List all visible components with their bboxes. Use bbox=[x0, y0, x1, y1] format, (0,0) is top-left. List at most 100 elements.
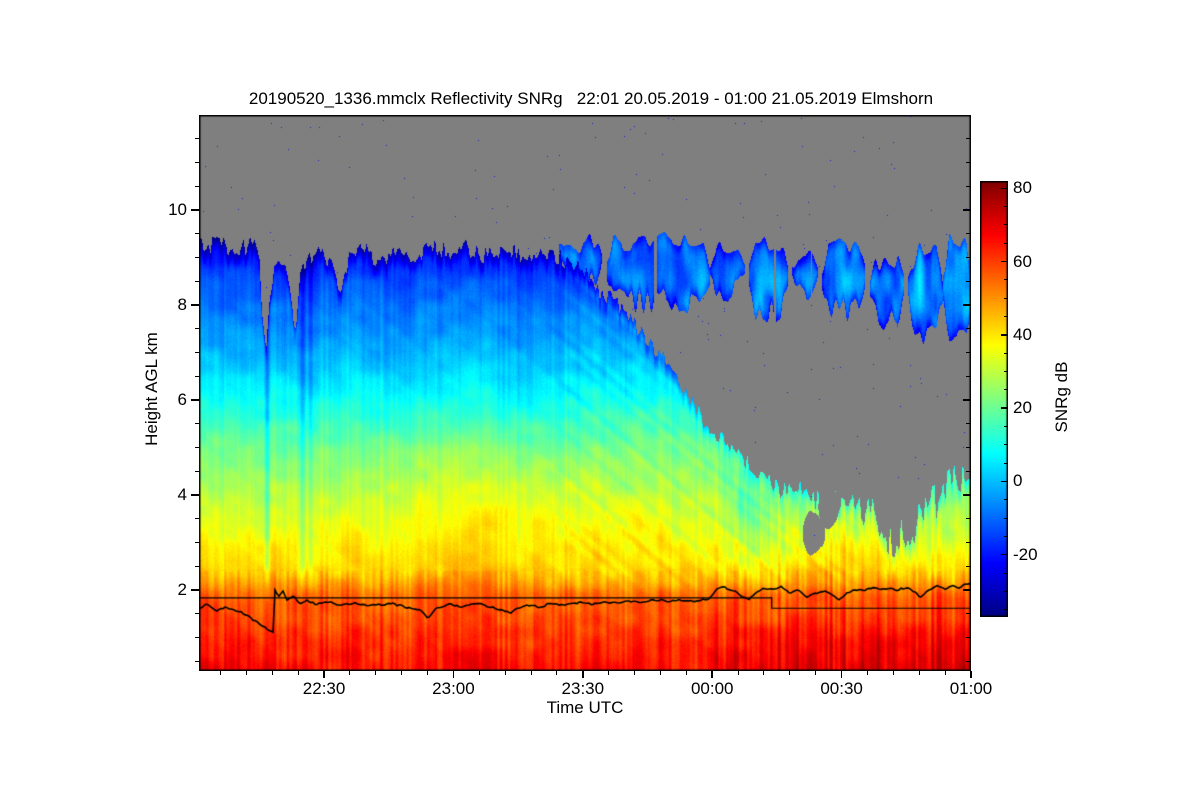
x-minor-tick bbox=[245, 671, 247, 675]
y-major-tick bbox=[191, 399, 199, 401]
y-right-minor-tick bbox=[966, 518, 971, 520]
x-minor-tick bbox=[944, 671, 946, 675]
colorbar-minor-tick bbox=[1004, 279, 1008, 281]
y-right-minor-tick bbox=[966, 280, 971, 282]
colorbar-label: SNRg dB bbox=[1052, 361, 1071, 433]
y-right-minor-tick bbox=[966, 328, 971, 330]
y-minor-tick bbox=[194, 138, 199, 140]
colorbar-tick-label: 0 bbox=[1013, 471, 1023, 491]
y-minor-tick bbox=[194, 423, 199, 425]
y-right-minor-tick bbox=[966, 565, 971, 567]
y-minor-tick bbox=[194, 185, 199, 187]
colorbar-tick-label: 40 bbox=[1013, 324, 1032, 344]
colorbar-major-tick bbox=[1001, 407, 1008, 409]
y-right-minor-tick bbox=[966, 185, 971, 187]
colorbar-minor-tick bbox=[1004, 297, 1008, 299]
x-minor-tick bbox=[789, 671, 791, 675]
colorbar-minor-tick bbox=[1004, 517, 1008, 519]
colorbar-minor-tick bbox=[1004, 462, 1008, 464]
x-minor-tick bbox=[401, 671, 403, 675]
x-minor-tick bbox=[634, 671, 636, 675]
x-major-tick bbox=[840, 671, 843, 678]
colorbar-minor-tick bbox=[1004, 352, 1008, 354]
x-minor-tick bbox=[815, 671, 817, 675]
y-tick-label: 4 bbox=[177, 485, 187, 505]
y-minor-tick bbox=[194, 375, 199, 377]
y-minor-tick bbox=[194, 257, 199, 259]
y-tick-label: 2 bbox=[177, 580, 187, 600]
x-minor-tick bbox=[478, 671, 480, 675]
y-right-minor-tick bbox=[966, 447, 971, 449]
x-minor-tick bbox=[530, 671, 532, 675]
y-major-tick bbox=[191, 209, 199, 211]
y-minor-tick bbox=[194, 565, 199, 567]
y-right-minor-tick bbox=[966, 257, 971, 259]
colorbar-major-tick bbox=[1001, 260, 1008, 263]
x-major-tick bbox=[711, 671, 713, 678]
y-right-minor-tick bbox=[966, 660, 971, 662]
x-axis-label: Time UTC bbox=[546, 698, 624, 717]
y-tick-label: 6 bbox=[177, 390, 187, 410]
y-minor-tick bbox=[194, 470, 199, 472]
colorbar-tick-label: -20 bbox=[1013, 544, 1038, 564]
colorbar-major-tick bbox=[1001, 553, 1008, 556]
y-axis-label: Height AGL km bbox=[142, 332, 161, 446]
x-tick-label: 23:30 bbox=[561, 679, 605, 698]
colorbar-tick-label: 60 bbox=[1013, 251, 1032, 271]
y-minor-tick bbox=[194, 660, 199, 662]
colorbar-minor-tick bbox=[1004, 242, 1008, 244]
x-major-tick bbox=[452, 671, 455, 678]
y-right-minor-tick bbox=[966, 375, 971, 377]
colorbar-minor-tick bbox=[1004, 389, 1008, 391]
y-right-minor-tick bbox=[966, 352, 971, 354]
colorbar-tick-label: 80 bbox=[1013, 178, 1032, 198]
chart-title: 20190520_1336.mmclx Reflectivity SNRg 22… bbox=[248, 89, 934, 108]
x-tick-label: 22:30 bbox=[302, 679, 346, 698]
x-minor-tick bbox=[608, 671, 610, 675]
x-minor-tick bbox=[375, 671, 377, 675]
colorbar-minor-tick bbox=[1004, 572, 1008, 574]
x-minor-tick bbox=[297, 671, 299, 675]
x-tick-label: 00:00 bbox=[690, 679, 734, 698]
colorbar-minor-tick bbox=[1004, 444, 1008, 446]
y-minor-tick bbox=[194, 613, 199, 615]
y-major-tick bbox=[191, 304, 199, 306]
x-minor-tick bbox=[220, 671, 222, 675]
y-minor-tick bbox=[194, 637, 199, 639]
x-minor-tick bbox=[659, 671, 661, 675]
x-minor-tick bbox=[427, 671, 429, 675]
y-right-tick bbox=[963, 494, 971, 496]
y-minor-tick bbox=[194, 542, 199, 544]
x-minor-tick bbox=[866, 671, 868, 675]
y-tick-label: 10 bbox=[168, 200, 187, 220]
y-minor-tick bbox=[194, 352, 199, 354]
x-major-tick bbox=[970, 671, 972, 678]
x-minor-tick bbox=[271, 671, 273, 675]
colorbar-tick-label: 20 bbox=[1013, 398, 1032, 418]
y-major-tick bbox=[191, 589, 199, 591]
y-right-tick bbox=[963, 589, 971, 591]
x-minor-tick bbox=[556, 671, 558, 675]
x-minor-tick bbox=[685, 671, 687, 675]
y-right-minor-tick bbox=[966, 637, 971, 639]
x-tick-label: 23:00 bbox=[432, 679, 475, 698]
colorbar-minor-tick bbox=[1004, 609, 1008, 611]
y-right-tick bbox=[963, 209, 971, 211]
y-minor-tick bbox=[194, 328, 199, 330]
colorbar-minor-tick bbox=[1004, 590, 1008, 592]
x-minor-tick bbox=[737, 671, 739, 675]
y-right-minor-tick bbox=[966, 138, 971, 140]
y-minor-tick bbox=[194, 518, 199, 520]
y-right-minor-tick bbox=[966, 423, 971, 425]
x-major-tick bbox=[323, 671, 325, 678]
y-right-minor-tick bbox=[966, 470, 971, 472]
colorbar-minor-tick bbox=[1004, 425, 1008, 427]
x-major-tick bbox=[582, 671, 584, 678]
colorbar-minor-tick bbox=[1004, 499, 1008, 501]
y-right-minor-tick bbox=[966, 542, 971, 544]
y-minor-tick bbox=[194, 162, 199, 164]
colorbar-minor-tick bbox=[1004, 224, 1008, 226]
colorbar-minor-tick bbox=[1004, 316, 1008, 318]
y-right-minor-tick bbox=[966, 613, 971, 615]
